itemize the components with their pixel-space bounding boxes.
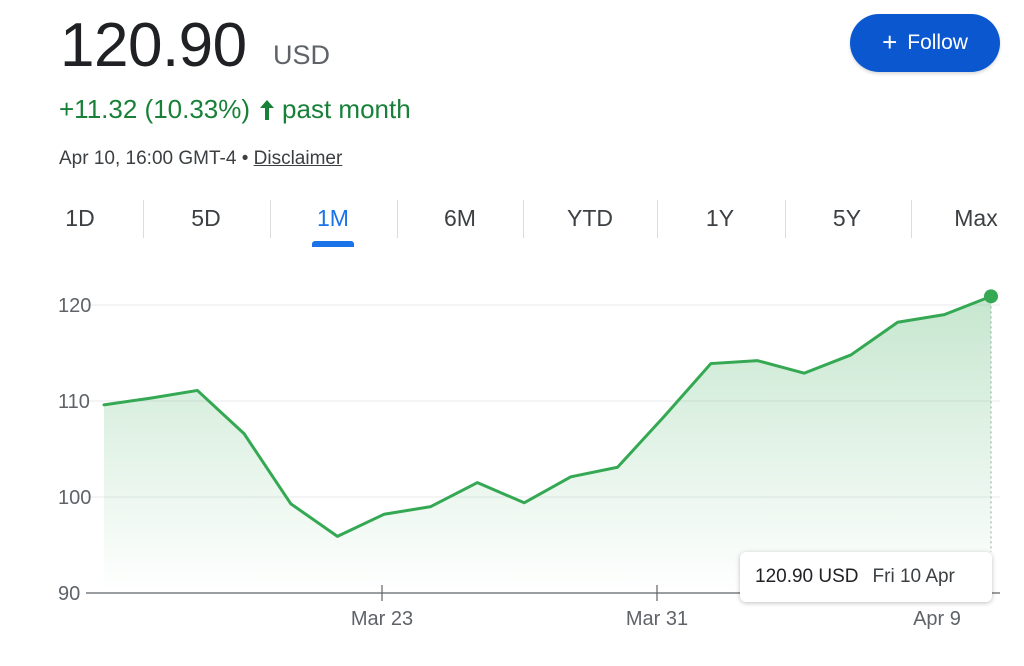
y-tick-label: 120 [58, 295, 91, 317]
price-tooltip: 120.90 USD Fri 10 Apr [740, 552, 992, 602]
follow-label: Follow [907, 31, 968, 54]
tab-ytd[interactable]: YTD [567, 205, 613, 231]
y-tick-label: 100 [58, 487, 91, 509]
tab-divider [143, 200, 144, 238]
y-tick-label: 90 [58, 583, 80, 605]
change-value: +11.32 (10.33%) [59, 94, 251, 124]
tab-max[interactable]: Max [954, 205, 998, 231]
tab-5y[interactable]: 5Y [832, 205, 862, 231]
price-change: +11.32 (10.33%) past month [59, 94, 411, 125]
tab-1m[interactable]: 1M [312, 198, 354, 247]
price-line [102, 294, 993, 538]
range-tabs: 1D 5D 1M 6M YTD 1Y 5Y Max [0, 198, 1024, 250]
tab-5d[interactable]: 5D [191, 205, 221, 231]
disclaimer-link[interactable]: Disclaimer [253, 148, 343, 169]
arrow-up-icon [260, 99, 275, 120]
x-tick-label: Mar 23 [351, 608, 413, 630]
tab-divider [785, 200, 786, 238]
tab-divider [397, 200, 398, 238]
tab-divider [523, 200, 524, 238]
quote-meta: Apr 10, 16:00 GMT-4 • Disclaimer [59, 148, 342, 170]
y-tick-label: 110 [58, 391, 90, 413]
price-currency: USD [273, 40, 331, 70]
tab-1d[interactable]: 1D [65, 205, 95, 231]
tab-1y[interactable]: 1Y [705, 205, 735, 231]
tab-divider [270, 200, 271, 238]
meta-separator: • [241, 148, 249, 169]
last-price-dot [984, 289, 998, 304]
tooltip-value: 120.90 USD [755, 566, 859, 587]
plus-icon: + [882, 27, 898, 57]
tab-divider [657, 200, 658, 238]
x-tick-label: Apr 9 [913, 608, 961, 630]
active-tab-indicator [312, 241, 354, 247]
quote-timestamp: Apr 10, 16:00 GMT-4 [59, 148, 237, 169]
tab-divider [911, 200, 912, 238]
change-period: past month [282, 94, 411, 124]
price-area [104, 296, 991, 593]
price-chart[interactable]: 90 100 110 120 Mar 23 Mar 31 Apr 9 [0, 270, 1024, 666]
tooltip-date: Fri 10 Apr [872, 566, 955, 587]
follow-button[interactable]: + Follow [850, 14, 1000, 72]
tab-6m[interactable]: 6M [444, 205, 476, 231]
stock-price: 120.90 [60, 11, 247, 80]
x-tick-label: Mar 31 [626, 608, 688, 630]
